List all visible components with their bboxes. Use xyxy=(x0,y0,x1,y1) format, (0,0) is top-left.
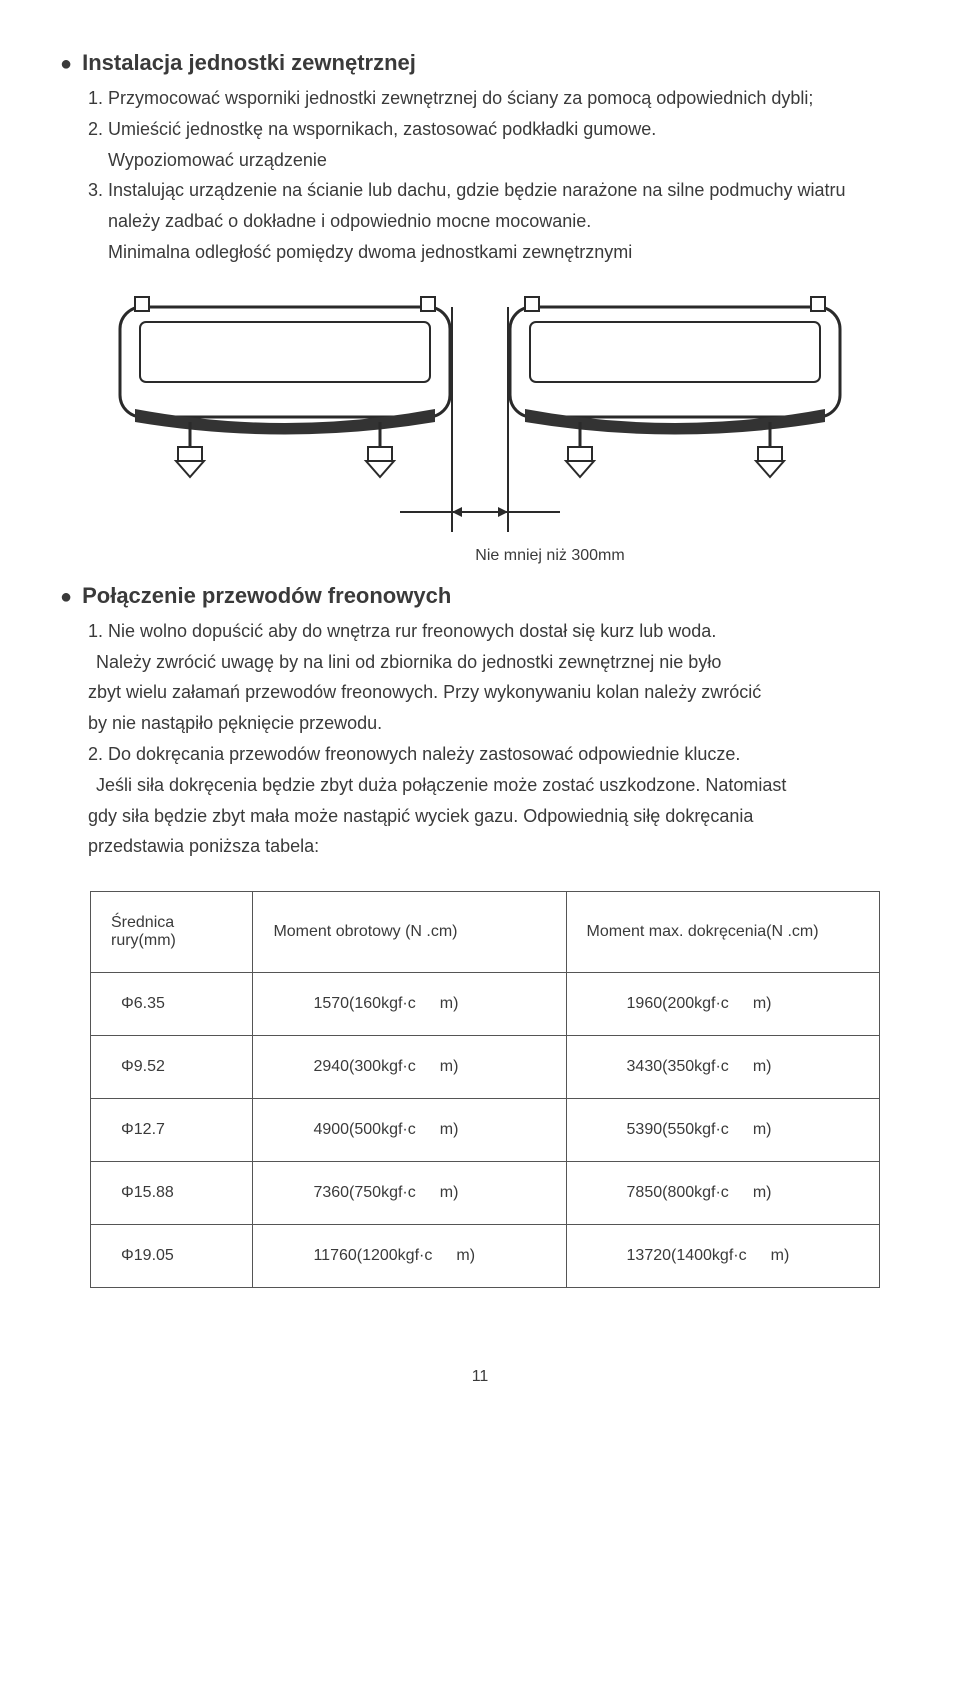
cell: 3430(350kgf·cm) xyxy=(566,1036,879,1099)
s2-p1b: Należy zwrócić uwagę by na lini od zbior… xyxy=(88,648,900,677)
table-header-row: Średnica rury(mm) Moment obrotowy (N .cm… xyxy=(91,892,880,973)
section1-heading: Instalacja jednostki zewnętrznej xyxy=(82,50,416,76)
s2-p2b: Jeśli siła dokręcenia będzie zbyt duża p… xyxy=(88,771,900,800)
cell: 1960(200kgf·cm) xyxy=(566,973,879,1036)
s2-p2c: gdy siła będzie zbyt mała może nastąpić … xyxy=(88,802,900,831)
s2-p1c: zbyt wielu załamań przewodów freonowych.… xyxy=(88,678,900,707)
cell: 7360(750kgf·cm) xyxy=(253,1162,566,1225)
s1-item2b: Wypoziomować urządzenie xyxy=(88,146,900,175)
th-diameter: Średnica rury(mm) xyxy=(91,892,253,973)
table-row: Φ12.7 4900(500kgf·cm) 5390(550kgf·cm) xyxy=(91,1099,880,1162)
s2-p1d: by nie nastąpiło pęknięcie przewodu. xyxy=(88,709,900,738)
th-moment: Moment obrotowy (N .cm) xyxy=(253,892,566,973)
table-row: Φ19.05 11760(1200kgf·cm) 13720(1400kgf·c… xyxy=(91,1225,880,1288)
cell: 4900(500kgf·cm) xyxy=(253,1099,566,1162)
s2-p1: 1. Nie wolno dopuścić aby do wnętrza rur… xyxy=(88,617,900,646)
bullet-icon: ● xyxy=(60,587,72,607)
s2-p2: 2. Do dokręcania przewodów freonowych na… xyxy=(88,740,900,769)
cell: Φ9.52 xyxy=(91,1036,253,1099)
page-number: 11 xyxy=(60,1368,900,1386)
cell: 11760(1200kgf·cm) xyxy=(253,1225,566,1288)
s1-item2: 2. Umieścić jednostkę na wspornikach, za… xyxy=(88,115,900,144)
cell: Φ15.88 xyxy=(91,1162,253,1225)
cell: 7850(800kgf·cm) xyxy=(566,1162,879,1225)
table-row: Φ9.52 2940(300kgf·cm) 3430(350kgf·cm) xyxy=(91,1036,880,1099)
cell: 13720(1400kgf·cm) xyxy=(566,1225,879,1288)
s1-item1: 1. Przymocować wsporniki jednostki zewnę… xyxy=(88,84,900,113)
torque-table: Średnica rury(mm) Moment obrotowy (N .cm… xyxy=(90,891,880,1288)
cell: Φ12.7 xyxy=(91,1099,253,1162)
cell: 1570(160kgf·cm) xyxy=(253,973,566,1036)
table-row: Φ15.88 7360(750kgf·cm) 7850(800kgf·cm) xyxy=(91,1162,880,1225)
cell: Φ6.35 xyxy=(91,973,253,1036)
cell: Φ19.05 xyxy=(91,1225,253,1288)
cell: 2940(300kgf·cm) xyxy=(253,1036,566,1099)
cell: 5390(550kgf·cm) xyxy=(566,1099,879,1162)
s2-p2d: przedstawia poniższa tabela: xyxy=(88,832,900,861)
section1-heading-row: ● Instalacja jednostki zewnętrznej xyxy=(60,50,900,76)
section2-heading-row: ● Połączenie przewodów freonowych xyxy=(60,583,900,609)
section1-list: 1. Przymocować wsporniki jednostki zewnę… xyxy=(60,84,900,267)
table-row: Φ6.35 1570(160kgf·cm) 1960(200kgf·cm) xyxy=(91,973,880,1036)
section2-heading: Połączenie przewodów freonowych xyxy=(82,583,451,609)
th-max: Moment max. dokręcenia(N .cm) xyxy=(566,892,879,973)
s1-item3c: Minimalna odległość pomiędzy dwoma jedno… xyxy=(88,238,900,267)
units-diagram xyxy=(100,287,860,537)
diagram-caption: Nie mniej niż 300mm xyxy=(200,547,900,565)
s1-item3b: należy zadbać o dokładne i odpowiednio m… xyxy=(88,207,900,236)
section2-list: 1. Nie wolno dopuścić aby do wnętrza rur… xyxy=(60,617,900,861)
s1-item3a: 3. Instalując urządzenie na ścianie lub … xyxy=(88,176,900,205)
bullet-icon: ● xyxy=(60,54,72,74)
